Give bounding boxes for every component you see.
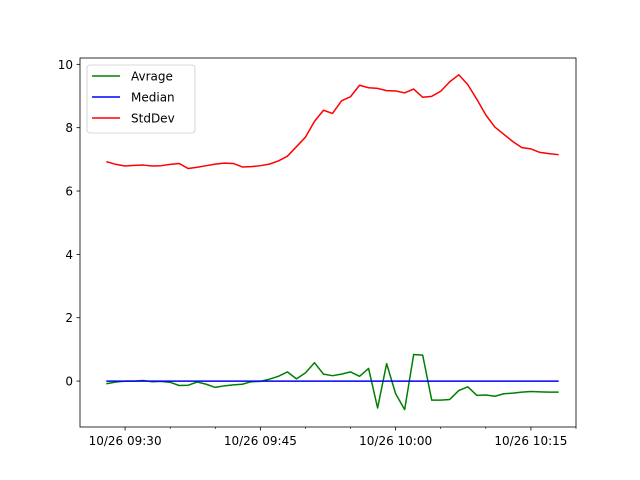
series-line-stddev [106,74,559,170]
axes-frame [79,57,577,428]
x-tick-label: 10/26 10:00 [359,434,432,448]
legend-label-stddev: StdDev [131,112,175,126]
series-line-avrage [106,353,559,411]
axes: 0 2 4 6 8 10 10/26 09:30 10/26 09:45 10/26 10:00… [58,57,577,448]
plot-area [106,74,559,411]
y-tick-label: 0 [65,375,73,389]
x-tick-label: 10/26 09:30 [89,434,162,448]
y-tick-label: 4 [65,248,73,262]
legend-box [86,64,196,134]
legend-label-median: Median [131,91,175,105]
legend-label-avrage: Avrage [131,70,173,84]
y-tick-label: 2 [65,311,73,325]
legend: Avrage Median StdDev [86,64,196,134]
y-tick-label: 6 [65,185,73,199]
x-tick-label: 10/26 09:45 [224,434,297,448]
y-tick-label: 8 [65,121,73,135]
x-tick-label: 10/26 10:15 [494,434,567,448]
y-tick-label: 10 [58,58,73,72]
